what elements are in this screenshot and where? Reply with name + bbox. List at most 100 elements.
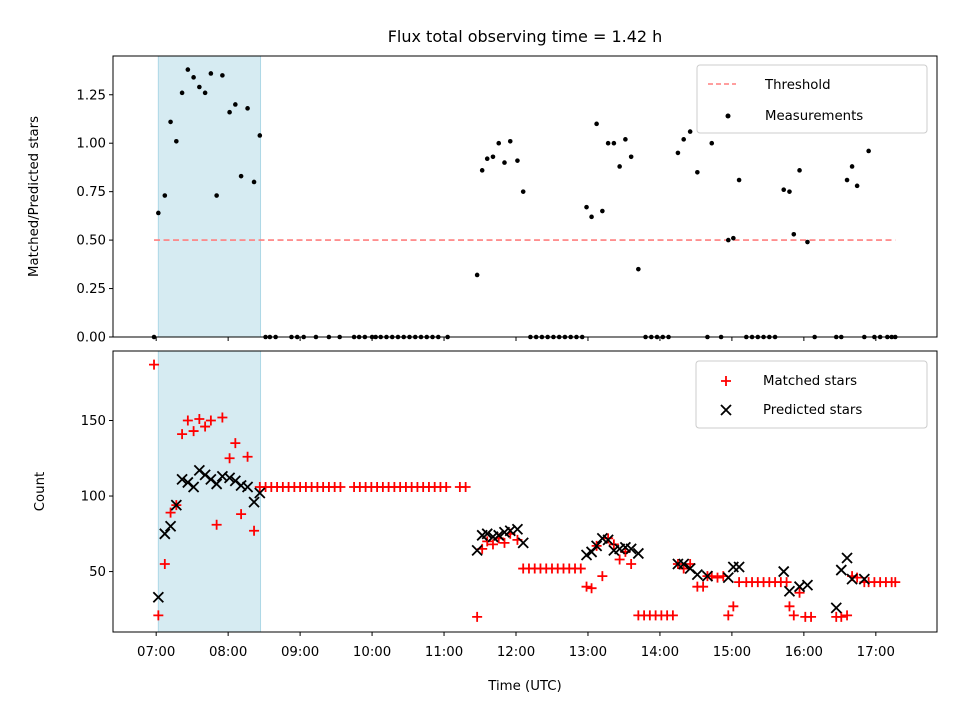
- top-y-axis-label: Matched/Predicted stars: [27, 116, 42, 277]
- measurement-point: [474, 272, 480, 278]
- measurement-point: [844, 177, 850, 183]
- top-legend-box: [696, 64, 928, 134]
- predicted-star-point: [159, 528, 171, 540]
- predicted-star-point: [511, 523, 524, 535]
- measurement-point: [484, 156, 490, 162]
- measurement-point: [726, 237, 731, 243]
- measurement-point: [797, 168, 802, 173]
- matched-star-point: [460, 481, 471, 492]
- matched-star-point: [581, 581, 592, 592]
- measurement-point: [600, 208, 605, 214]
- matched-star-point: [217, 412, 228, 423]
- measurement-point: [584, 204, 589, 210]
- bottom-x-tick-label: 15:00: [713, 645, 751, 660]
- predicted-star-point: [590, 540, 603, 552]
- predicted-star-point: [235, 479, 247, 492]
- measurement-point: [611, 140, 617, 146]
- top-legend: Threshold Measurements: [696, 64, 928, 134]
- bottom-x-tick-label: 14:00: [641, 645, 679, 660]
- matched-star-point: [723, 610, 734, 621]
- predicted-star-point: [241, 481, 254, 493]
- bottom-y-tick-label: 50: [89, 565, 106, 580]
- predicted-star-point: [602, 534, 614, 546]
- top-y-tick-label: 1.25: [76, 88, 106, 103]
- measurement-point: [520, 189, 526, 194]
- bottom-x-tick-label: 16:00: [785, 645, 823, 660]
- matched-star-point: [335, 481, 346, 492]
- measurement-point: [179, 90, 185, 96]
- top-y-tick-label: 0.50: [76, 234, 106, 249]
- measurement-point: [781, 187, 787, 193]
- predicted-star-point: [846, 573, 858, 585]
- top-chart-title: Flux total observing time = 1.42 h: [388, 27, 663, 46]
- top-panel: 0.00 0.25 0.50 0.75 1.00 1.25 Flux total obse…: [27, 27, 938, 346]
- matched-star-point: [784, 601, 795, 612]
- matched-star-point: [698, 581, 709, 592]
- matched-star-point: [242, 451, 253, 462]
- matched-star-point: [794, 587, 805, 598]
- measurement-point: [617, 164, 622, 169]
- measurement-point: [675, 150, 681, 156]
- predicted-star-point: [632, 547, 644, 560]
- top-y-tick-label: 0.75: [76, 185, 106, 200]
- measurement-point: [866, 148, 871, 154]
- matched-star-point: [597, 571, 608, 582]
- matched-star-point: [712, 572, 723, 583]
- measurement-point: [507, 138, 513, 144]
- predicted-star-point: [858, 573, 870, 585]
- matched-star-point: [472, 611, 483, 622]
- measurement-point: [227, 109, 232, 115]
- measurement-point: [589, 214, 594, 220]
- predicted-star-point: [722, 571, 734, 584]
- bottom-x-tick-label: 09:00: [281, 645, 319, 660]
- predicted-star-point: [248, 496, 260, 508]
- measurement-point: [185, 67, 191, 72]
- measurement-point: [168, 119, 173, 125]
- measurement-point: [220, 73, 225, 78]
- bottom-y-ticks: 50 100 150: [81, 414, 113, 580]
- bottom-x-tick-label: 12:00: [497, 645, 535, 660]
- matched-star-point: [177, 429, 188, 440]
- predicted-star-point: [691, 568, 703, 581]
- bottom-x-tick-label: 11:00: [425, 645, 463, 660]
- matched-star-point: [194, 413, 205, 424]
- predicted-star-point: [801, 579, 814, 591]
- top-y-tick-label: 0.25: [76, 282, 106, 297]
- predicted-star-point: [164, 520, 177, 532]
- predicted-legend-marker: [720, 404, 732, 416]
- matched-legend-swatch: [721, 376, 731, 386]
- measurements-legend-label: Measurements: [765, 109, 863, 124]
- threshold-legend-label: Threshold: [764, 78, 831, 93]
- measurement-point: [191, 75, 196, 80]
- predicted-star-point: [841, 552, 853, 564]
- measurement-point: [805, 239, 810, 245]
- predicted-star-point: [835, 564, 847, 576]
- matched-star-point: [788, 610, 799, 621]
- predicted-star-point: [778, 565, 790, 578]
- predicted-star-point: [678, 558, 690, 570]
- measurement-point: [233, 102, 238, 107]
- measurement-point: [490, 154, 496, 160]
- predicted-star-point: [170, 499, 182, 511]
- matched-star-point: [188, 426, 199, 437]
- bottom-x-tick-label: 07:00: [137, 645, 175, 660]
- matched-star-point: [603, 533, 614, 544]
- measurement-point: [174, 138, 179, 144]
- matched-star-point: [249, 525, 260, 536]
- measurement-point: [687, 129, 693, 134]
- measurement-point: [787, 189, 792, 194]
- top-axes-frame: [112, 55, 938, 338]
- top-highlight-span: [157, 55, 262, 338]
- bottom-x-axis-label: Time (UTC): [487, 679, 562, 694]
- measurement-point: [202, 90, 208, 96]
- bottom-highlight-span: [157, 350, 262, 633]
- predicted-star-point: [733, 561, 745, 573]
- matched-star-point: [236, 509, 247, 520]
- matched-star-point: [499, 537, 510, 548]
- measurement-point: [156, 210, 161, 216]
- predicted-star-point: [701, 570, 714, 582]
- matched-star-point: [159, 559, 170, 570]
- predicted-star-point: [625, 543, 637, 555]
- measurement-point: [214, 193, 219, 198]
- matched-star-point: [230, 438, 241, 449]
